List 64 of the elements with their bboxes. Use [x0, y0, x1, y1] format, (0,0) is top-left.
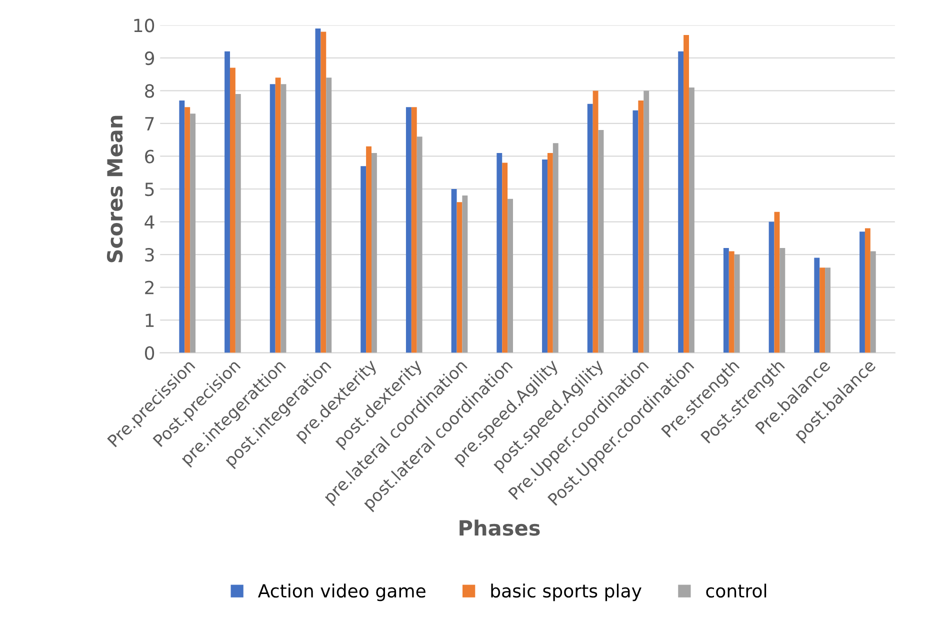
legend-label: basic sports play [491, 584, 642, 602]
y-tick-label: 10 [134, 18, 154, 32]
bar [688, 87, 694, 353]
y-tick-label: 2 [145, 280, 154, 294]
bar [366, 146, 372, 353]
bar [592, 90, 598, 353]
bar [860, 232, 865, 353]
bar [230, 68, 236, 353]
bar [825, 268, 830, 353]
y-axis-title: Scores Mean [106, 116, 123, 262]
bar [644, 90, 650, 353]
y-tick-label: 0 [144, 346, 154, 360]
bar [496, 152, 502, 353]
bar [864, 228, 870, 353]
bar [235, 94, 241, 353]
bar [723, 248, 729, 353]
y-tick-label: 8 [145, 84, 154, 98]
bar [547, 152, 553, 353]
bar [179, 100, 185, 353]
bar [552, 143, 558, 353]
bar [326, 78, 332, 353]
y-tick-label: 1 [146, 314, 154, 327]
bar [774, 212, 780, 353]
bar [508, 198, 514, 353]
bar [462, 196, 468, 353]
bar [280, 84, 286, 353]
bar [371, 152, 377, 353]
bar [542, 160, 548, 353]
bar [224, 51, 230, 353]
y-tick-label: 5 [145, 182, 154, 196]
bar [406, 107, 412, 353]
bar [638, 100, 644, 353]
legend-label: control [706, 584, 766, 598]
y-tick-label: 6 [145, 150, 154, 164]
bar [870, 251, 876, 353]
bar [320, 32, 326, 353]
bar [190, 114, 196, 353]
bar [411, 107, 417, 353]
bar [587, 104, 593, 353]
bar [275, 78, 281, 353]
y-tick-label: 7 [145, 117, 154, 130]
y-tick-label: 3 [145, 248, 154, 262]
bar [684, 35, 689, 353]
bar [814, 258, 820, 353]
x-axis-title: Phases [460, 520, 540, 536]
bar [780, 248, 786, 353]
bar [184, 107, 190, 353]
bar [451, 189, 457, 353]
bar [728, 251, 734, 353]
bar [456, 202, 462, 353]
y-tick-label: 4 [144, 215, 154, 229]
legend-label: Action video game [258, 584, 426, 602]
bar [678, 51, 684, 353]
bar [270, 84, 276, 353]
bar [768, 222, 774, 353]
bar [820, 268, 826, 353]
bar [734, 254, 740, 353]
bar [598, 130, 604, 353]
bar [360, 166, 366, 353]
bar [632, 110, 638, 353]
bar [502, 162, 508, 353]
y-tick-label: 9 [144, 51, 154, 66]
bar [416, 136, 422, 353]
bar [315, 28, 321, 353]
